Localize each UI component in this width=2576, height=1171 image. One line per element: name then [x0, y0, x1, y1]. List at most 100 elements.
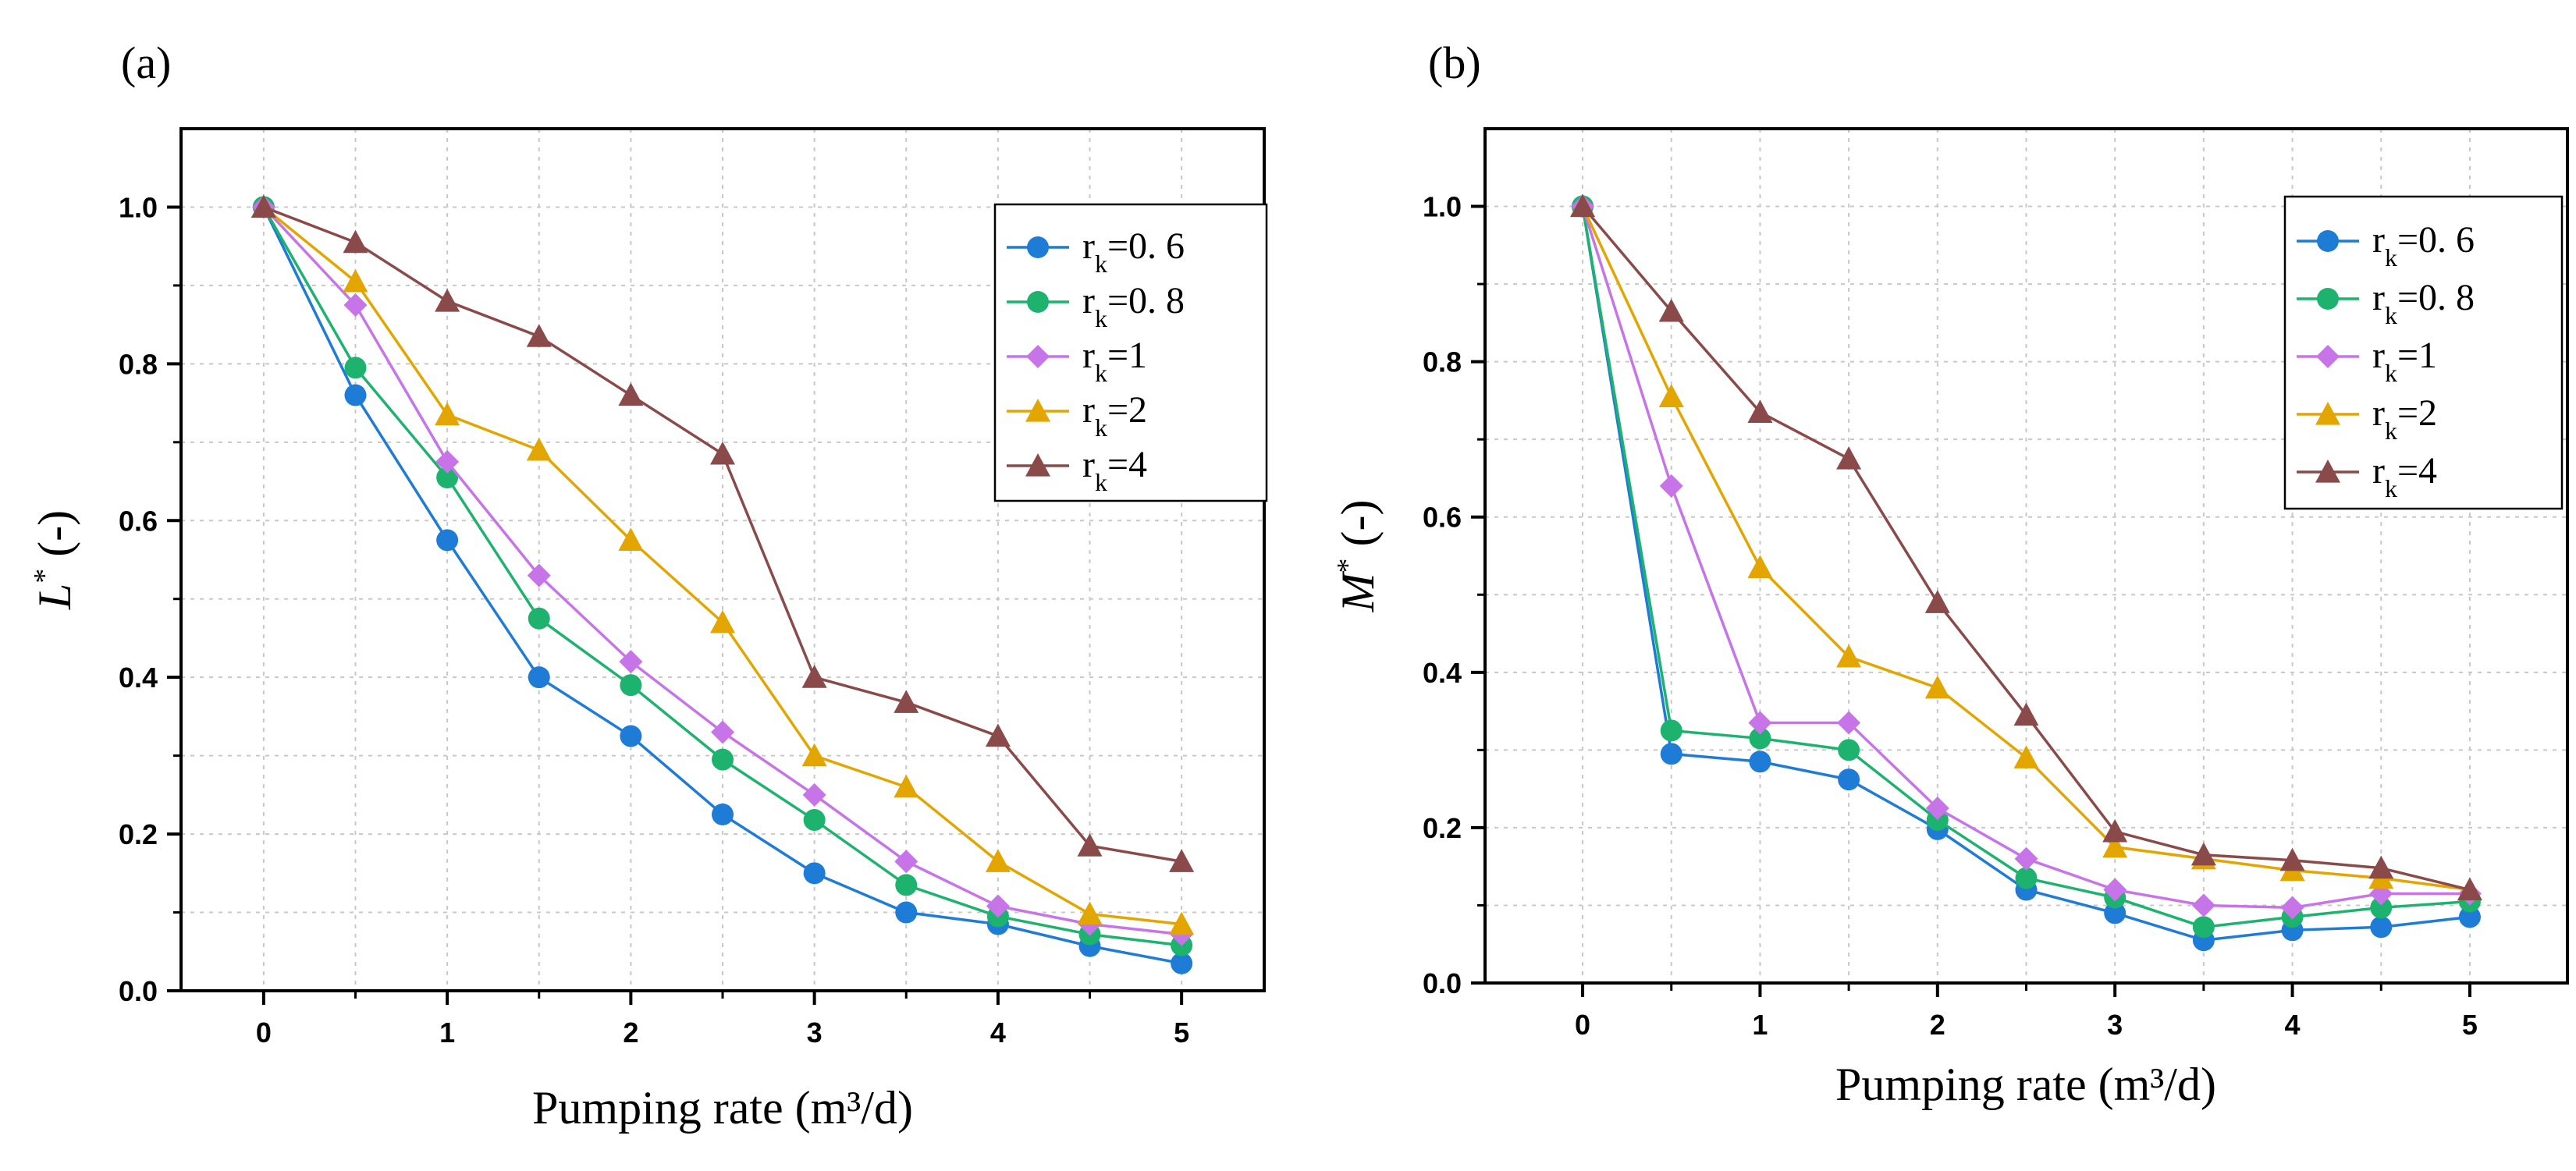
data-point: [1658, 384, 1684, 408]
y-tick-label: 0.6: [1423, 502, 1462, 534]
legend-entry-value: =4: [2397, 450, 2437, 491]
data-point: [1169, 911, 1195, 935]
legend-entry-value: =0. 6: [2397, 219, 2475, 261]
data-point: [2102, 818, 2128, 843]
x-tick-label: 5: [1174, 1017, 1189, 1049]
legend-entry: rk=4: [1082, 444, 1147, 496]
legend-entry-main: r: [1082, 335, 1095, 376]
y-tick-label: 0.0: [119, 975, 158, 1007]
data-point: [1837, 711, 1861, 735]
legend-swatch-marker: [2316, 345, 2340, 368]
data-point: [620, 674, 642, 697]
data-point: [343, 268, 368, 293]
data-point: [2102, 834, 2128, 858]
legend-entry: rk=0. 6: [1082, 225, 1185, 278]
x-tick-label: 1: [439, 1017, 455, 1049]
legend-entry-sub: k: [1095, 359, 1107, 387]
data-point: [435, 402, 460, 426]
y-tick-label: 0.6: [119, 505, 158, 537]
y-tick-label: 1.0: [1423, 191, 1462, 223]
data-point: [803, 862, 826, 885]
legend-entry-main: r: [2372, 450, 2385, 491]
data-point: [1747, 399, 1773, 423]
panel-label: (a): [121, 37, 171, 88]
legend-entry-main: r: [1082, 389, 1095, 431]
legend-swatch-marker: [2315, 460, 2340, 483]
series-4: [1570, 193, 2482, 901]
x-tick-label: 0: [256, 1017, 272, 1049]
y-axis-label: L* (-): [28, 510, 80, 610]
data-point: [618, 527, 644, 551]
y-tick-label: 0.0: [1423, 967, 1462, 999]
data-point: [344, 384, 367, 406]
data-point: [803, 809, 826, 832]
y-tick-label: 0.4: [1423, 657, 1462, 689]
y-tick-label: 0.2: [119, 818, 158, 850]
data-point: [619, 650, 643, 674]
data-point: [1749, 751, 1771, 773]
legend-entry-sub: k: [1095, 413, 1107, 442]
data-point: [2013, 702, 2039, 726]
legend-swatch-marker: [1027, 291, 1049, 313]
data-point: [2370, 896, 2393, 919]
y-axis-label-sup: *: [28, 569, 61, 584]
legend-entry-main: r: [1082, 280, 1095, 321]
data-point: [620, 725, 642, 747]
data-point: [527, 563, 551, 587]
data-point: [2368, 855, 2394, 879]
legend-entry: rk=0. 8: [1082, 280, 1185, 332]
data-point: [1748, 711, 1772, 735]
x-axis-label: Pumping rate (m³/d): [532, 1082, 913, 1134]
data-point: [894, 774, 919, 798]
data-point: [344, 357, 367, 379]
data-point: [1077, 833, 1103, 857]
y-axis-label-unit: (-): [1332, 500, 1384, 547]
x-tick-label: 5: [2462, 1009, 2478, 1041]
data-point: [894, 850, 918, 874]
legend-entry-value: =4: [1107, 444, 1147, 485]
legend-swatch-marker: [1025, 399, 1050, 422]
y-axis-label-main: L: [29, 584, 80, 610]
data-point: [1169, 849, 1195, 872]
legend-entry-value: =0. 8: [1107, 280, 1185, 321]
legend-entry: rk=1: [1082, 335, 1147, 387]
data-point: [436, 529, 459, 552]
data-point: [2013, 745, 2039, 768]
x-tick-label: 3: [2107, 1009, 2123, 1041]
data-point: [2192, 916, 2215, 939]
data-point: [1838, 768, 1860, 791]
legend-entry-value: =2: [1107, 389, 1147, 431]
data-point: [894, 690, 919, 713]
x-tick-label: 4: [2285, 1009, 2301, 1041]
data-point: [2279, 847, 2305, 871]
y-tick-label: 1.0: [119, 191, 158, 223]
legend-entry: rk=4: [2372, 450, 2437, 502]
data-point: [1749, 727, 1771, 750]
data-point: [1171, 952, 1193, 974]
legend: rk=0. 6rk=0. 8rk=1rk=2rk=4: [993, 203, 1268, 502]
data-point: [710, 609, 735, 633]
data-point: [1660, 743, 1682, 765]
y-axis-label-unit: (-): [29, 510, 80, 557]
data-point: [2458, 906, 2481, 928]
legend-entry: rk=1: [2372, 335, 2437, 387]
series-0: [252, 196, 1193, 974]
legend-entry-value: =1: [1107, 335, 1147, 376]
legend-entry-main: r: [1082, 225, 1095, 267]
x-tick-label: 1: [1752, 1009, 1768, 1041]
legend-swatch-marker: [1026, 345, 1050, 368]
legend-entry-sub: k: [1095, 250, 1107, 278]
data-point: [2190, 842, 2216, 866]
data-point: [1836, 446, 1862, 470]
data-point: [343, 229, 368, 254]
data-point: [1925, 797, 1949, 821]
legend-entry-main: r: [2372, 219, 2385, 261]
legend-entry-main: r: [2372, 392, 2385, 434]
data-point: [710, 441, 735, 465]
legend-entry-sub: k: [1095, 304, 1107, 332]
data-point: [526, 324, 552, 347]
legend-entry-value: =0. 8: [2397, 277, 2475, 318]
data-point: [1747, 555, 1773, 579]
legend-entry-sub: k: [2385, 301, 2397, 329]
